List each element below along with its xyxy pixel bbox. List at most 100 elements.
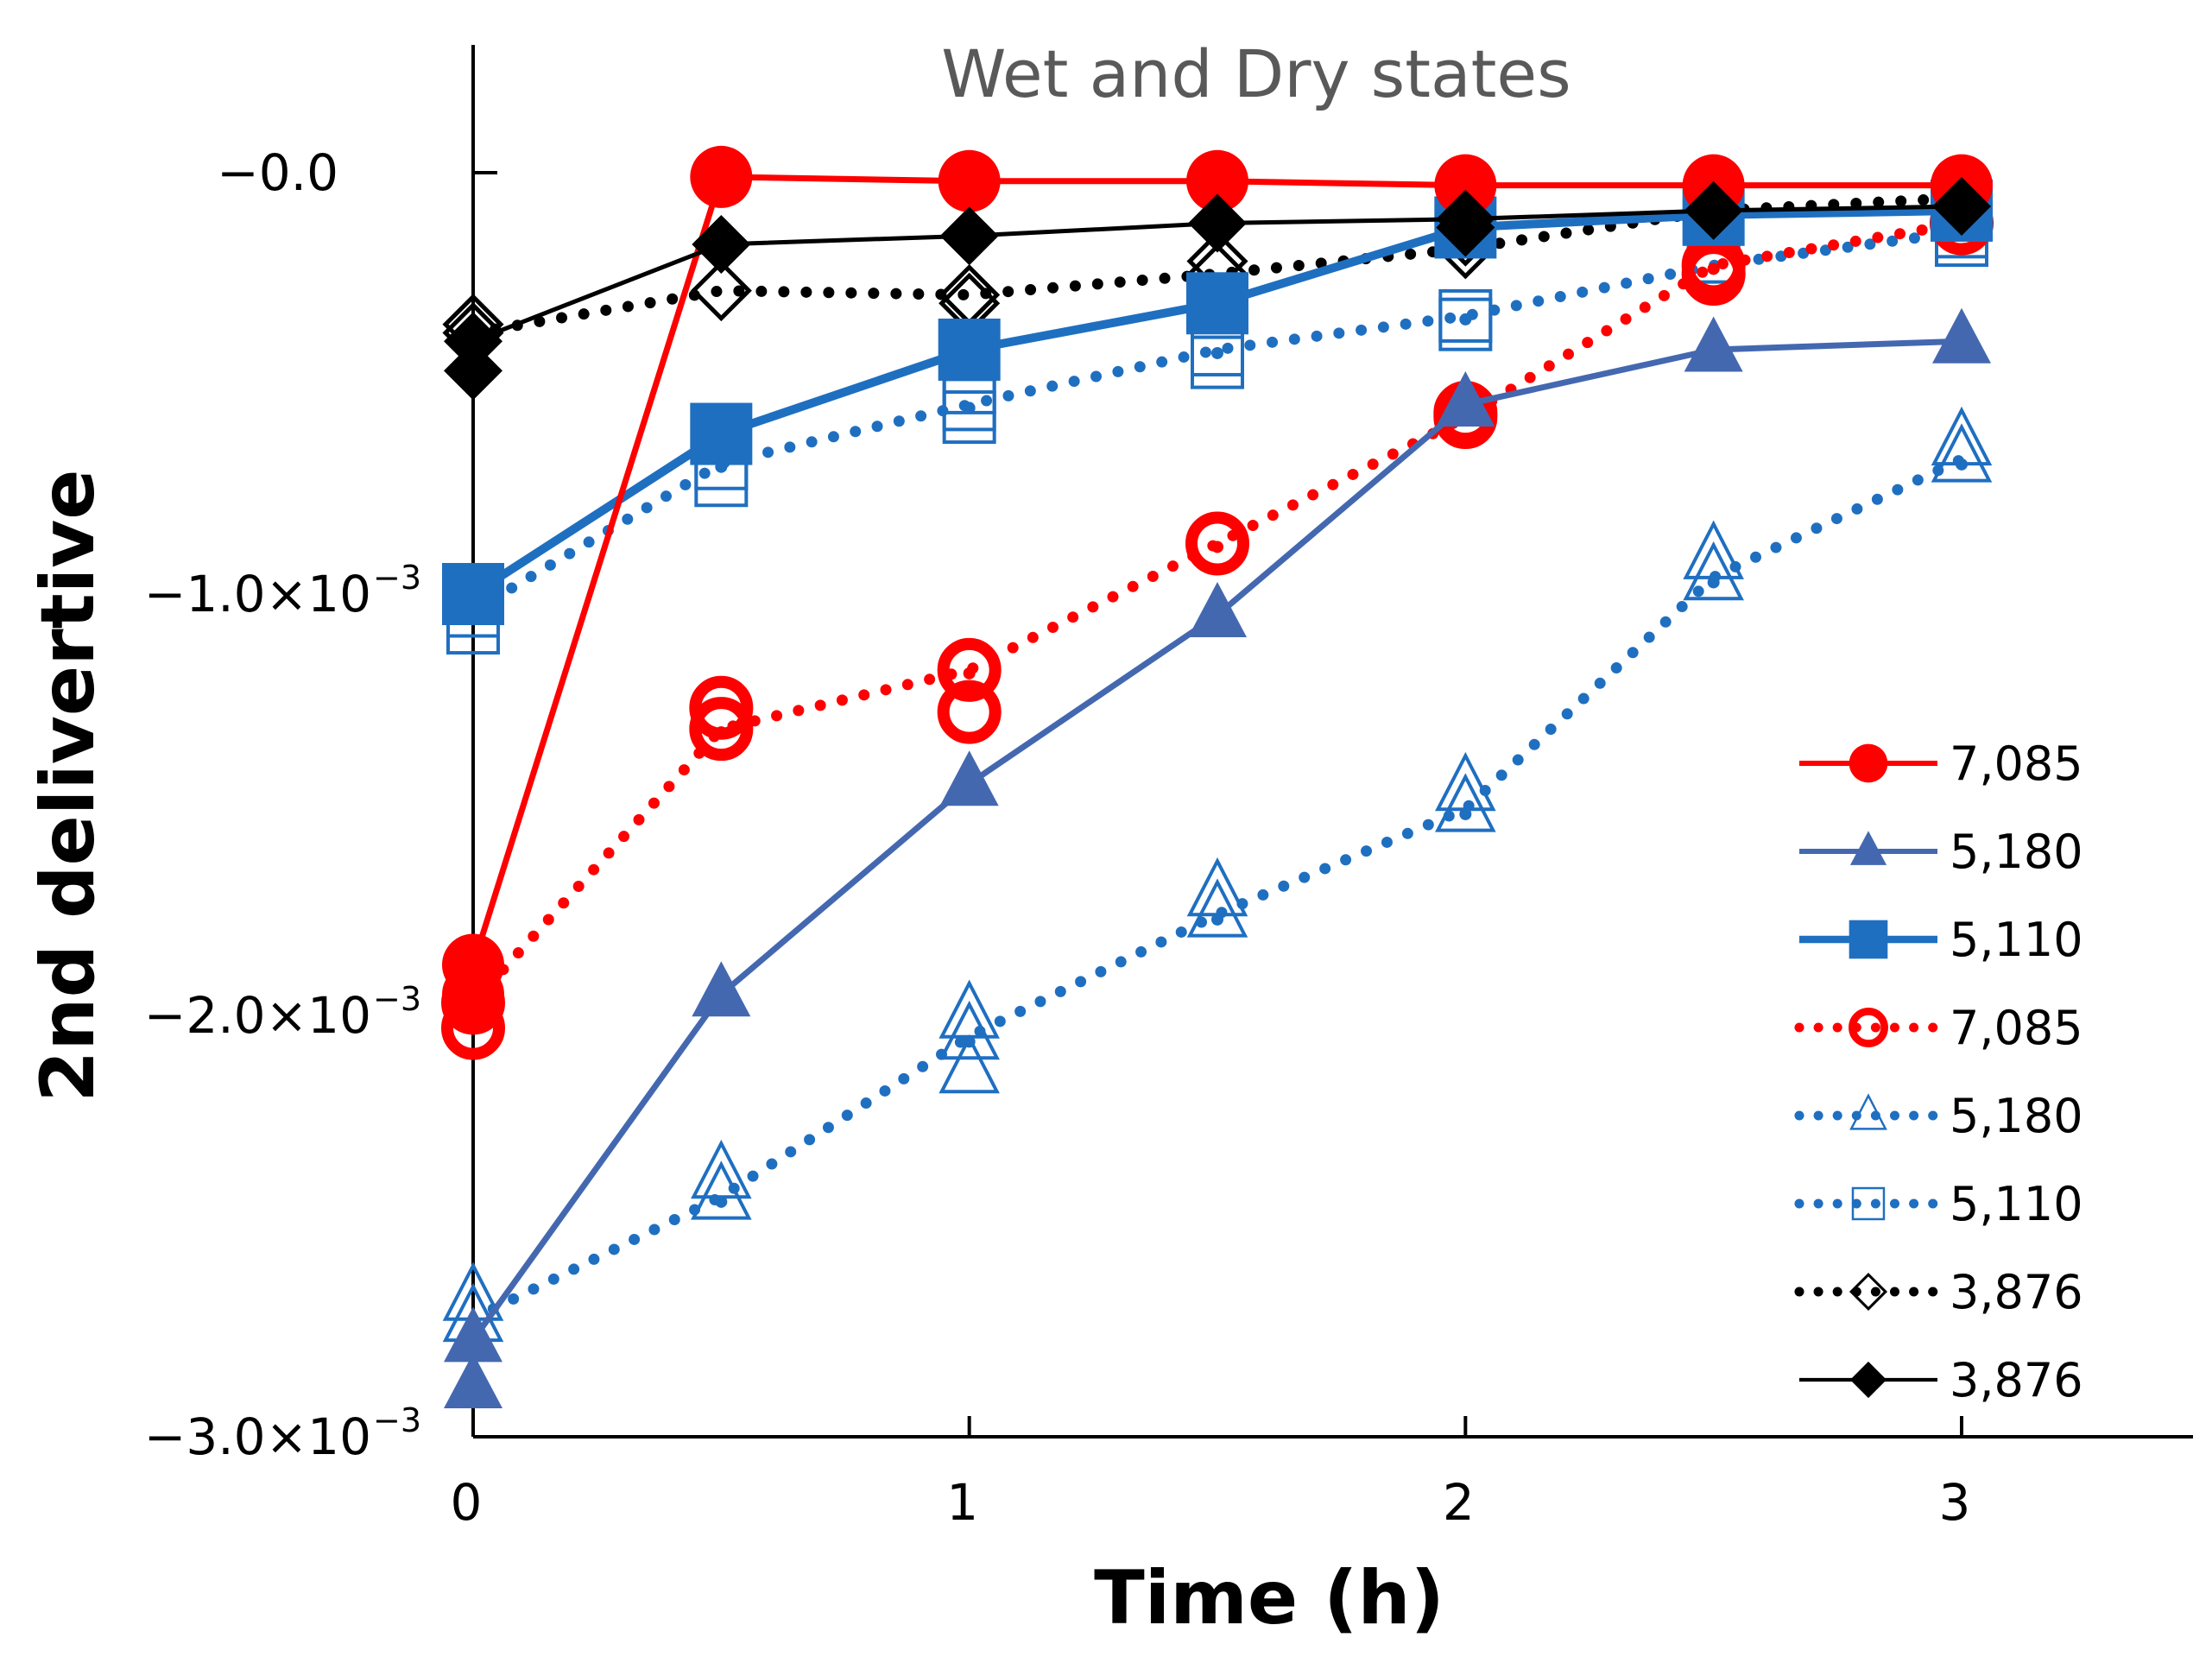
- data-point: [1684, 180, 1743, 240]
- series-8: [444, 177, 1991, 401]
- data-point: [1436, 371, 1495, 427]
- legend-item: 5,110: [1794, 1177, 2083, 1231]
- x-tick-label: 0: [451, 1473, 483, 1532]
- data-point: [937, 637, 1002, 702]
- legend-label: 5,180: [1950, 1089, 2083, 1143]
- data-point: [444, 1353, 502, 1409]
- legend-label: 3,876: [1950, 1353, 2083, 1407]
- data-point: [1185, 511, 1249, 576]
- y-tick-label: −0.0: [217, 143, 338, 202]
- legend-item: 3,876: [1799, 1353, 2083, 1407]
- legend-swatch-marker: [1849, 743, 1888, 783]
- legend-label: 5,110: [1950, 1177, 2083, 1231]
- data-point: [690, 260, 752, 322]
- x-ticks: 0 1 2 3: [451, 1416, 1970, 1532]
- data-point: [442, 563, 504, 625]
- x-axis-label: Time (h): [1094, 1555, 1444, 1641]
- data-point: [1436, 189, 1495, 249]
- data-point-dot: [1459, 313, 1472, 326]
- data-point: [692, 961, 751, 1017]
- data-point: [690, 402, 753, 465]
- data-point: [1435, 773, 1496, 832]
- data-point: [444, 341, 502, 401]
- legend-swatch-marker: [1849, 1272, 1888, 1312]
- data-point: [1188, 582, 1247, 637]
- data-point: [939, 979, 1000, 1039]
- data-point: [444, 1306, 502, 1363]
- data-point-dot: [1211, 913, 1223, 926]
- legend-item: 5,180: [1799, 825, 2083, 879]
- legend-label: 7,085: [1950, 737, 2083, 791]
- data-point: [1191, 335, 1244, 389]
- legend-item: 5,110: [1799, 913, 2083, 967]
- data-point: [938, 318, 1001, 381]
- y-tick-label: −3.0×10: [144, 1407, 371, 1466]
- series-2: [444, 307, 1991, 1409]
- data-point: [690, 145, 753, 208]
- y-tick-label: −1.0×10: [144, 565, 371, 623]
- data-point-dot: [1707, 576, 1720, 589]
- data-point: [1186, 857, 1248, 917]
- data-point: [939, 1000, 1000, 1060]
- y-tick-exponent: −3: [373, 559, 421, 597]
- data-point: [689, 697, 754, 762]
- legend: 7,085 5,180 5,110 7,085 5,180 5,110 3,876 3,876: [1794, 737, 2083, 1407]
- legend-swatch-marker: [1849, 920, 1888, 959]
- data-point: [444, 312, 502, 371]
- data-point-dot: [1211, 541, 1223, 553]
- data-point-dot: [963, 402, 976, 414]
- data-point-dot: [1956, 458, 1968, 471]
- data-point: [939, 750, 999, 806]
- legend-swatch-marker: [1849, 1008, 1888, 1047]
- legend-item: 7,085: [1799, 737, 2083, 791]
- data-point: [1435, 751, 1496, 812]
- data-point: [1932, 177, 1991, 237]
- data-point: [691, 1139, 752, 1199]
- legend-label: 7,085: [1950, 1001, 2083, 1055]
- data-point-dot: [715, 1195, 728, 1208]
- data-point: [939, 1034, 1000, 1094]
- data-point: [442, 933, 504, 996]
- series-5: [442, 406, 1993, 1343]
- data-point: [939, 206, 999, 266]
- y-tick-exponent: −3: [373, 1401, 421, 1439]
- data-point: [1684, 316, 1743, 372]
- legend-swatch-marker: [1849, 1093, 1887, 1130]
- data-point: [1186, 149, 1248, 212]
- data-point-dot: [1459, 807, 1472, 820]
- y-tick-label: −2.0×10: [144, 986, 371, 1045]
- data-point: [1188, 193, 1247, 253]
- legend-swatch-marker: [1851, 1186, 1886, 1221]
- data-point-dot: [963, 1035, 976, 1048]
- data-point: [1931, 406, 1993, 466]
- data-point: [1931, 423, 1993, 483]
- series-layer: [441, 145, 1994, 1409]
- legend-label: 3,876: [1950, 1265, 2083, 1319]
- y-axis-label: 2nd delivertive: [25, 469, 111, 1102]
- data-point-dot: [715, 726, 728, 739]
- data-point-dot: [1707, 262, 1720, 275]
- data-point: [1683, 541, 1744, 601]
- legend-label: 5,180: [1950, 825, 2083, 879]
- data-point: [1186, 272, 1248, 335]
- data-point: [1932, 307, 1991, 364]
- data-point: [1186, 878, 1248, 938]
- data-point: [937, 680, 1002, 744]
- x-tick-label: 2: [1443, 1473, 1475, 1532]
- legend-swatch-marker: [1849, 831, 1887, 865]
- legend-item: 7,085: [1794, 1001, 2083, 1055]
- series-line: [467, 192, 1968, 338]
- data-point: [1434, 154, 1497, 217]
- data-point: [691, 1160, 752, 1220]
- legend-swatch-marker: [1849, 1361, 1887, 1399]
- legend-item: 3,876: [1794, 1265, 2083, 1319]
- data-point-dot: [963, 667, 976, 680]
- data-point: [692, 214, 751, 274]
- y-tick-exponent: −3: [373, 980, 421, 1018]
- chart-title: Wet and Dry states: [941, 35, 1571, 112]
- data-point-dot: [1211, 346, 1223, 359]
- data-point: [1438, 288, 1493, 343]
- data-point: [938, 149, 1001, 212]
- x-tick-label: 1: [946, 1473, 978, 1532]
